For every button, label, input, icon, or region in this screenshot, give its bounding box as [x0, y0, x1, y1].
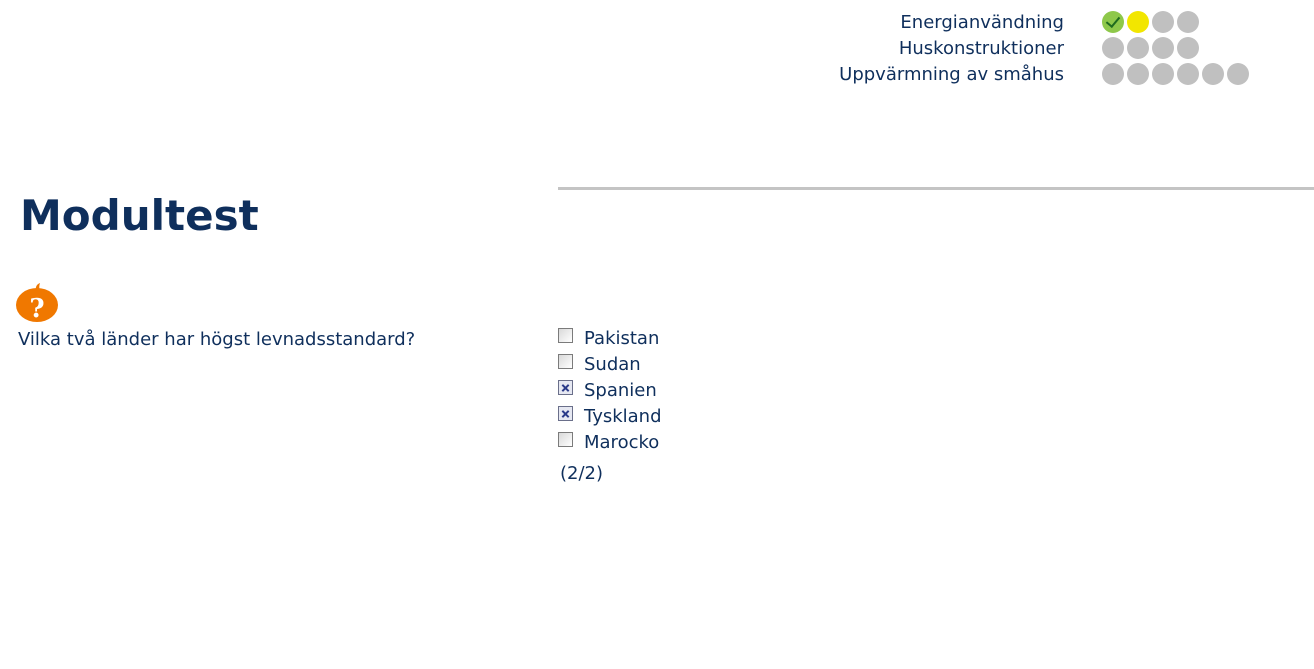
- option-label[interactable]: Spanien: [584, 380, 657, 401]
- selected-count: (2/2): [560, 463, 604, 484]
- answer-option[interactable]: Pakistan: [558, 326, 662, 352]
- option-label[interactable]: Marocko: [584, 432, 660, 453]
- module-progress-panel: Energianvändning Huskonstruktioner Uppvä…: [760, 10, 1260, 88]
- progress-dots: [1102, 63, 1249, 85]
- option-label[interactable]: Tyskland: [584, 406, 662, 427]
- answer-option[interactable]: Tyskland: [558, 404, 662, 430]
- question-text: Vilka två länder har högst levnadsstanda…: [18, 329, 416, 350]
- module-name: Huskonstruktioner: [898, 38, 1064, 59]
- step-pending-icon: [1152, 11, 1174, 33]
- progress-row-energianvandning: Energianvändning: [760, 10, 1260, 36]
- answer-option[interactable]: Marocko: [558, 430, 662, 456]
- step-done-icon: [1102, 11, 1124, 33]
- step-pending-icon: [1177, 63, 1199, 85]
- step-pending-icon: [1177, 11, 1199, 33]
- step-pending-icon: [1202, 63, 1224, 85]
- checkbox[interactable]: [558, 380, 573, 395]
- step-current-icon: [1127, 11, 1149, 33]
- step-pending-icon: [1127, 63, 1149, 85]
- progress-dots: [1102, 37, 1199, 59]
- step-pending-icon: [1152, 63, 1174, 85]
- checkbox[interactable]: [558, 406, 573, 421]
- answer-options: Pakistan Sudan Spanien Tyskland Marocko: [558, 326, 662, 456]
- progress-row-uppvarmning: Uppvärmning av småhus: [760, 62, 1260, 88]
- checkbox[interactable]: [558, 432, 573, 447]
- checkbox[interactable]: [558, 354, 573, 369]
- step-pending-icon: [1152, 37, 1174, 59]
- answer-option[interactable]: Sudan: [558, 352, 662, 378]
- option-label[interactable]: Pakistan: [584, 328, 660, 349]
- step-pending-icon: [1227, 63, 1249, 85]
- title-divider: [558, 187, 1314, 190]
- page-title: Modultest: [20, 191, 259, 240]
- module-name: Uppvärmning av småhus: [839, 64, 1064, 85]
- checkbox[interactable]: [558, 328, 573, 343]
- step-pending-icon: [1102, 37, 1124, 59]
- option-label[interactable]: Sudan: [584, 354, 641, 375]
- progress-row-huskonstruktioner: Huskonstruktioner: [760, 36, 1260, 62]
- step-pending-icon: [1127, 37, 1149, 59]
- answer-option[interactable]: Spanien: [558, 378, 662, 404]
- step-pending-icon: [1177, 37, 1199, 59]
- svg-text:?: ?: [29, 294, 44, 323]
- module-name: Energianvändning: [900, 12, 1064, 33]
- question-pumpkin-icon: ?: [15, 283, 59, 324]
- progress-dots: [1102, 11, 1199, 33]
- step-pending-icon: [1102, 63, 1124, 85]
